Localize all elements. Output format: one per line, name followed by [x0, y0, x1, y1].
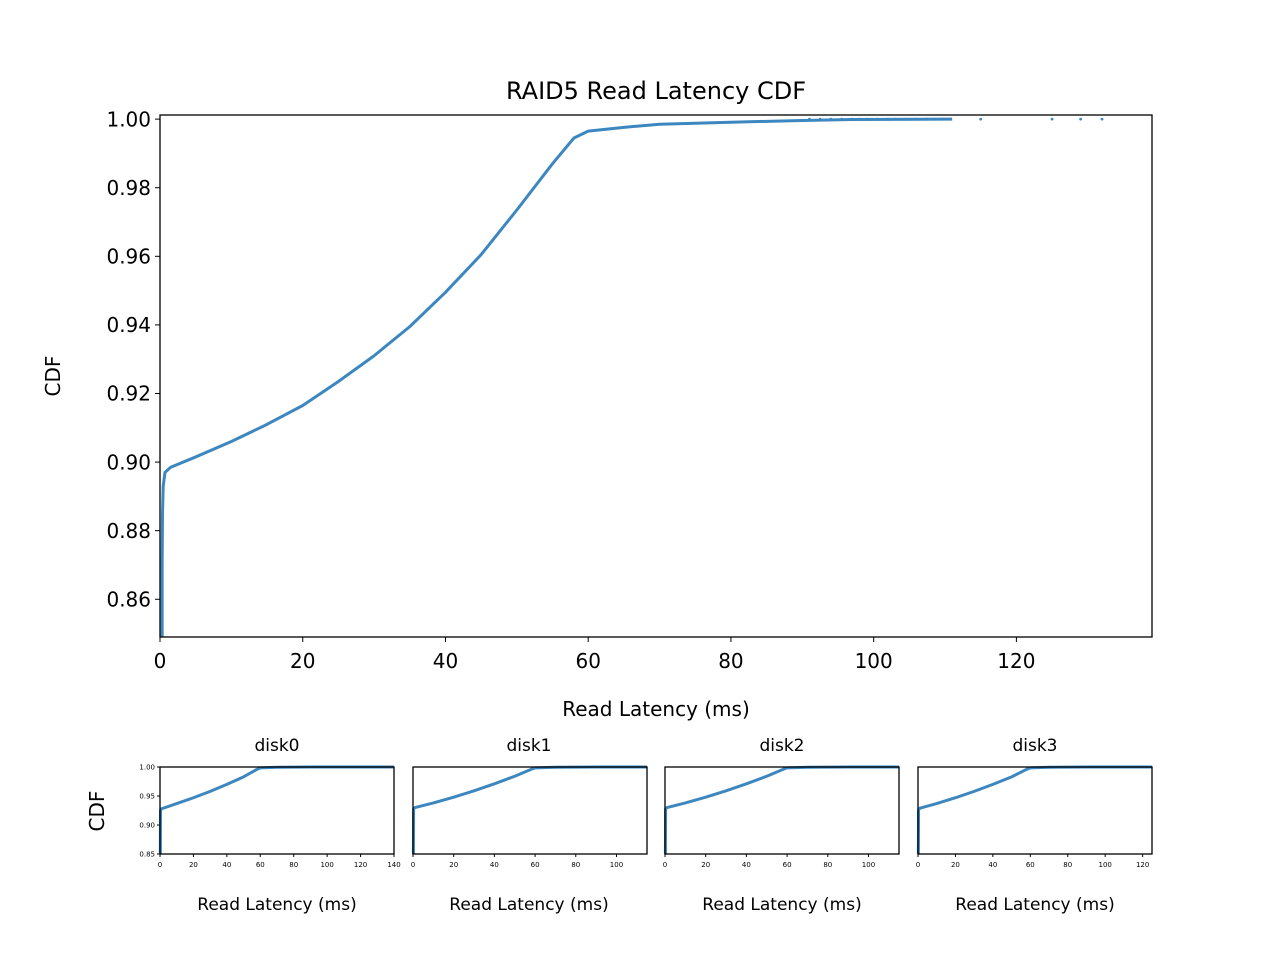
disk2-xtick-label-20: 20 [701, 861, 710, 869]
disk0-panel: disk0 Read Latency (ms) CDF 0 20 40 60 80 100… [85, 736, 401, 915]
disk2-xtick-label-60: 60 [783, 861, 792, 869]
main-outlier-point-14 [940, 117, 943, 121]
main-outlier-point-4 [850, 117, 854, 121]
main-outlier-point-15 [947, 117, 951, 121]
main-xtick-label-80: 80 [718, 649, 743, 673]
disk0-ytick-label-0.85: 0.85 [139, 851, 155, 859]
main-chart-xlabel: Read Latency (ms) [562, 697, 750, 721]
disk0-xtick-label-80: 80 [289, 861, 298, 869]
disk2-panel: disk2 Read Latency (ms) 0 20 40 60 80 100 [663, 736, 900, 915]
disk0-frame [159, 766, 395, 855]
disk2-xtick-label-80: 80 [823, 861, 832, 869]
main-outlier-point-19 [1100, 117, 1104, 121]
disk2-title: disk2 [759, 736, 804, 756]
disk3-xtick-label-100: 100 [1099, 861, 1112, 869]
disk3-frame [917, 766, 1153, 855]
main-outlier-point-6 [865, 117, 868, 121]
disk1-xtick-label-40: 40 [490, 861, 499, 869]
disk1-xtick-label-100: 100 [610, 861, 623, 869]
main-outlier-point-18 [1079, 117, 1083, 121]
main-outlier-point-10 [904, 117, 908, 121]
disk0-title: disk0 [254, 736, 299, 756]
main-outlier-point-17 [1050, 117, 1054, 121]
main-outlier-point-7 [875, 117, 879, 121]
disk2-frame [664, 766, 900, 855]
main-outlier-point-8 [886, 117, 890, 121]
disk2-xtick-label-40: 40 [742, 861, 751, 869]
disk1-frame [412, 766, 648, 855]
disk1-xlabel: Read Latency (ms) [449, 895, 608, 915]
disk3-xtick-label-0: 0 [916, 861, 920, 869]
main-xtick-label-20: 20 [290, 649, 315, 673]
main-outlier-point-0 [808, 117, 811, 121]
main-ytick-label-0.94: 0.94 [106, 313, 151, 337]
main-ytick-label-0.90: 0.90 [106, 450, 151, 474]
main-ytick-label-0.96: 0.96 [106, 245, 151, 269]
main-ytick-label-0.88: 0.88 [106, 519, 151, 543]
disk3-xtick-label-120: 120 [1136, 861, 1149, 869]
disk3-xtick-label-20: 20 [951, 861, 960, 869]
main-chart: RAID5 Read Latency CDF Read Latency (ms)… [41, 77, 1153, 721]
main-outlier-point-11 [915, 117, 918, 121]
main-outlier-point-2 [829, 117, 833, 121]
disk0-ytick-label-1.00: 1.00 [139, 764, 155, 772]
disk0-xtick-label-0: 0 [158, 861, 162, 869]
disk0-ytick-label-0.90: 0.90 [139, 822, 155, 830]
disk2-xtick-label-0: 0 [663, 861, 667, 869]
main-outlier-point-16 [979, 117, 983, 121]
disk1-xtick-label-60: 60 [531, 861, 540, 869]
main-xtick-label-40: 40 [433, 649, 458, 673]
disk0-xtick-label-40: 40 [222, 861, 231, 869]
disk3-title: disk3 [1012, 736, 1057, 756]
disk1-xtick-label-80: 80 [571, 861, 580, 869]
disk0-ytick-label-0.95: 0.95 [139, 793, 155, 801]
main-chart-title: RAID5 Read Latency CDF [506, 77, 806, 105]
main-xtick-label-120: 120 [997, 649, 1035, 673]
disk1-xtick-label-20: 20 [449, 861, 458, 869]
disk0-xtick-label-100: 100 [320, 861, 333, 869]
main-outlier-point-1 [818, 117, 822, 121]
disk0-xtick-label-140: 140 [387, 861, 400, 869]
main-ytick-label-0.92: 0.92 [106, 382, 151, 406]
main-xtick-label-100: 100 [855, 649, 893, 673]
main-outlier-point-12 [925, 117, 929, 121]
disk1-panel: disk1 Read Latency (ms) 0 20 40 60 80 100 [411, 736, 648, 915]
main-chart-ylabel: CDF [41, 356, 65, 397]
main-outlier-point-3 [840, 117, 843, 121]
disk3-xtick-label-40: 40 [988, 861, 997, 869]
main-xtick-label-0: 0 [154, 649, 167, 673]
main-xtick-label-60: 60 [575, 649, 600, 673]
disk0-xtick-label-60: 60 [256, 861, 265, 869]
disk3-xlabel: Read Latency (ms) [955, 895, 1114, 915]
main-ytick-label-0.98: 0.98 [106, 176, 151, 200]
disk1-title: disk1 [506, 736, 551, 756]
disk2-xtick-label-100: 100 [862, 861, 875, 869]
disk3-xtick-label-60: 60 [1026, 861, 1035, 869]
disk0-xlabel: Read Latency (ms) [197, 895, 356, 915]
disk2-xlabel: Read Latency (ms) [702, 895, 861, 915]
disk3-xtick-label-80: 80 [1063, 861, 1072, 869]
main-outlier-point-5 [857, 117, 861, 121]
disk0-xtick-label-120: 120 [354, 861, 367, 869]
main-chart-marks: 0 20 40 60 80 100 120 0.86 0.88 0.90 0.92 0.94 0.96 0… [106, 107, 1104, 673]
main-ytick-label-1.00: 1.00 [106, 107, 151, 131]
main-cdf-line [160, 117, 953, 637]
disk3-panel: disk3 Read Latency (ms) 0 20 40 60 80 100 120 [916, 736, 1153, 915]
main-outlier-point-13 [932, 117, 936, 121]
disk1-xtick-label-0: 0 [411, 861, 415, 869]
disk0-xtick-label-20: 20 [189, 861, 198, 869]
main-outlier-point-9 [893, 117, 897, 121]
disk0-ylabel: CDF [85, 791, 109, 832]
main-chart-frame [159, 114, 1153, 638]
main-ytick-label-0.86: 0.86 [106, 587, 151, 611]
